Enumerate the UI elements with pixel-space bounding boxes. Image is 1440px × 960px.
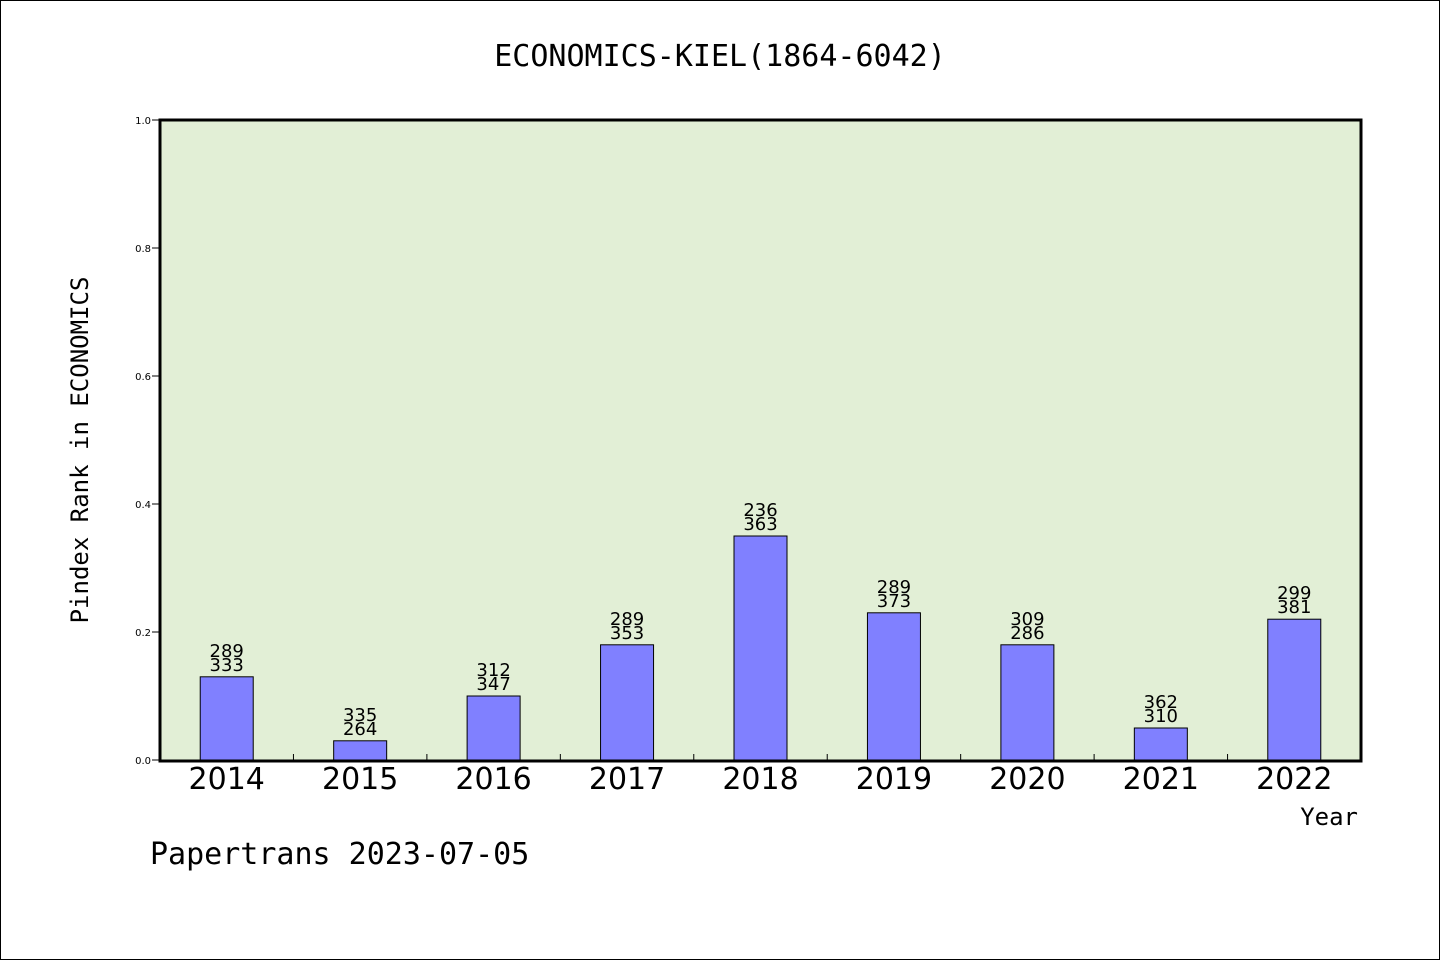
y-axis: 0.0 0.2 0.4 0.6 0.8 1.0	[135, 116, 160, 767]
x-tick-label: 2019	[856, 762, 932, 797]
data-label-bottom: 373	[877, 591, 911, 612]
bars-group: 2893333352643123472893532363632893733092…	[199, 500, 1322, 761]
bar-2019	[866, 612, 921, 761]
y-axis-label: Pindex Rank in ECONOMICS	[66, 277, 94, 624]
data-label-top: 289	[877, 577, 911, 598]
data-label-top: 362	[1144, 692, 1178, 713]
bar-2018	[733, 535, 788, 761]
x-tick-label: 2022	[1256, 762, 1332, 797]
data-label-top: 312	[476, 660, 510, 681]
y-tick-label: 1.0	[135, 116, 151, 127]
data-label-bottom: 347	[476, 674, 510, 695]
data-label-bottom: 333	[210, 655, 244, 676]
y-tick-label: 0.0	[135, 756, 151, 767]
bar-2014	[199, 676, 254, 761]
bar-2017	[600, 644, 655, 761]
data-label-top: 289	[210, 641, 244, 662]
x-tick-label: 2018	[722, 762, 798, 797]
x-tick-label: 2014	[189, 762, 265, 797]
chart-title: ECONOMICS-KIEL(1864-6042)	[494, 39, 946, 74]
data-label-bottom: 381	[1277, 597, 1311, 618]
bar-2021	[1133, 727, 1188, 761]
bar-2022	[1267, 618, 1322, 761]
data-label-bottom: 310	[1144, 706, 1178, 727]
x-axis: 2014 2015 2016 2017 2018 2019 2020 2021 2022	[189, 754, 1332, 797]
bar-2020	[1000, 644, 1055, 761]
data-label-top: 236	[743, 500, 777, 521]
y-tick-label: 0.4	[135, 500, 151, 511]
data-label-top: 335	[343, 705, 377, 726]
footer-text: Papertrans 2023-07-05	[150, 837, 529, 872]
y-tick-label: 0.6	[135, 372, 151, 383]
x-tick-label: 2015	[322, 762, 398, 797]
y-tick-label: 0.2	[135, 628, 151, 639]
data-label-bottom: 353	[610, 623, 644, 644]
data-label-bottom: 363	[743, 514, 777, 535]
x-tick-label: 2021	[1123, 762, 1199, 797]
x-tick-label: 2016	[455, 762, 531, 797]
y-tick-label: 0.8	[135, 244, 151, 255]
bar-2015	[333, 740, 388, 761]
data-label-bottom: 264	[343, 719, 377, 740]
x-tick-label: 2017	[589, 762, 665, 797]
data-label-top: 299	[1277, 583, 1311, 604]
data-label-top: 309	[1010, 609, 1044, 630]
bar-2016	[466, 695, 521, 761]
data-label-top: 289	[610, 609, 644, 630]
x-tick-label: 2020	[989, 762, 1065, 797]
x-axis-label: Year	[1300, 803, 1358, 831]
data-label-bottom: 286	[1010, 623, 1044, 644]
